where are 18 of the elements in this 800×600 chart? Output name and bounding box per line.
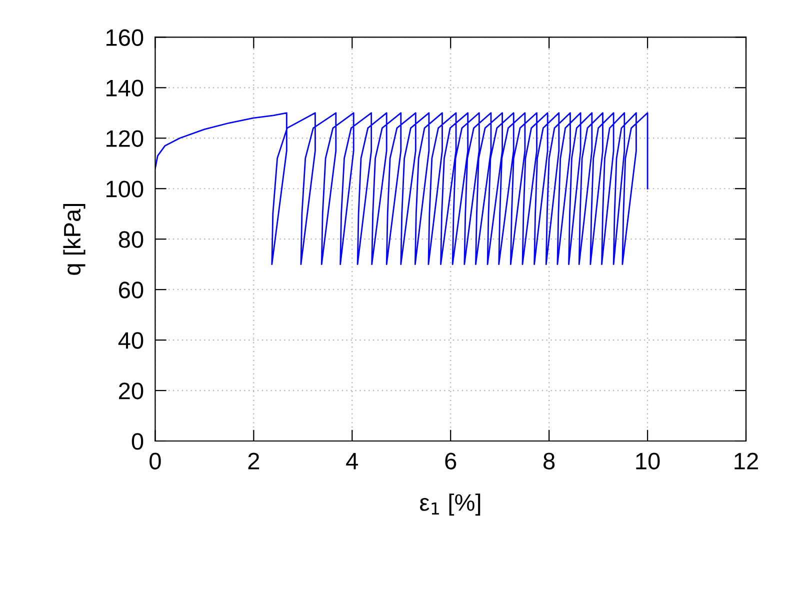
y-tick-label: 160 <box>106 29 144 46</box>
x-tick-label: 10 <box>636 452 660 470</box>
x-axis-title: ε$_{1}$ [%] <box>420 494 480 516</box>
x-tick-label: 6 <box>445 452 456 470</box>
y-tick-label: 0 <box>132 433 144 450</box>
x-tick-label: 8 <box>544 452 555 470</box>
y-tick-label: 80 <box>118 231 144 248</box>
y-tick-label: 40 <box>118 332 144 349</box>
x-tick-label: 12 <box>734 452 758 470</box>
y-tick-label: 20 <box>119 382 144 400</box>
y-tick-label: 140 <box>106 80 144 96</box>
y-tick-label: 60 <box>119 282 144 298</box>
y-tick-label: 120 <box>106 130 144 147</box>
y-tick-label: 100 <box>106 180 144 198</box>
x-tick-label: 2 <box>248 452 260 470</box>
x-tick-label: 0 <box>150 452 161 470</box>
x-tick-label: 4 <box>346 452 358 470</box>
y-axis-title: q [kPa] <box>63 204 86 275</box>
